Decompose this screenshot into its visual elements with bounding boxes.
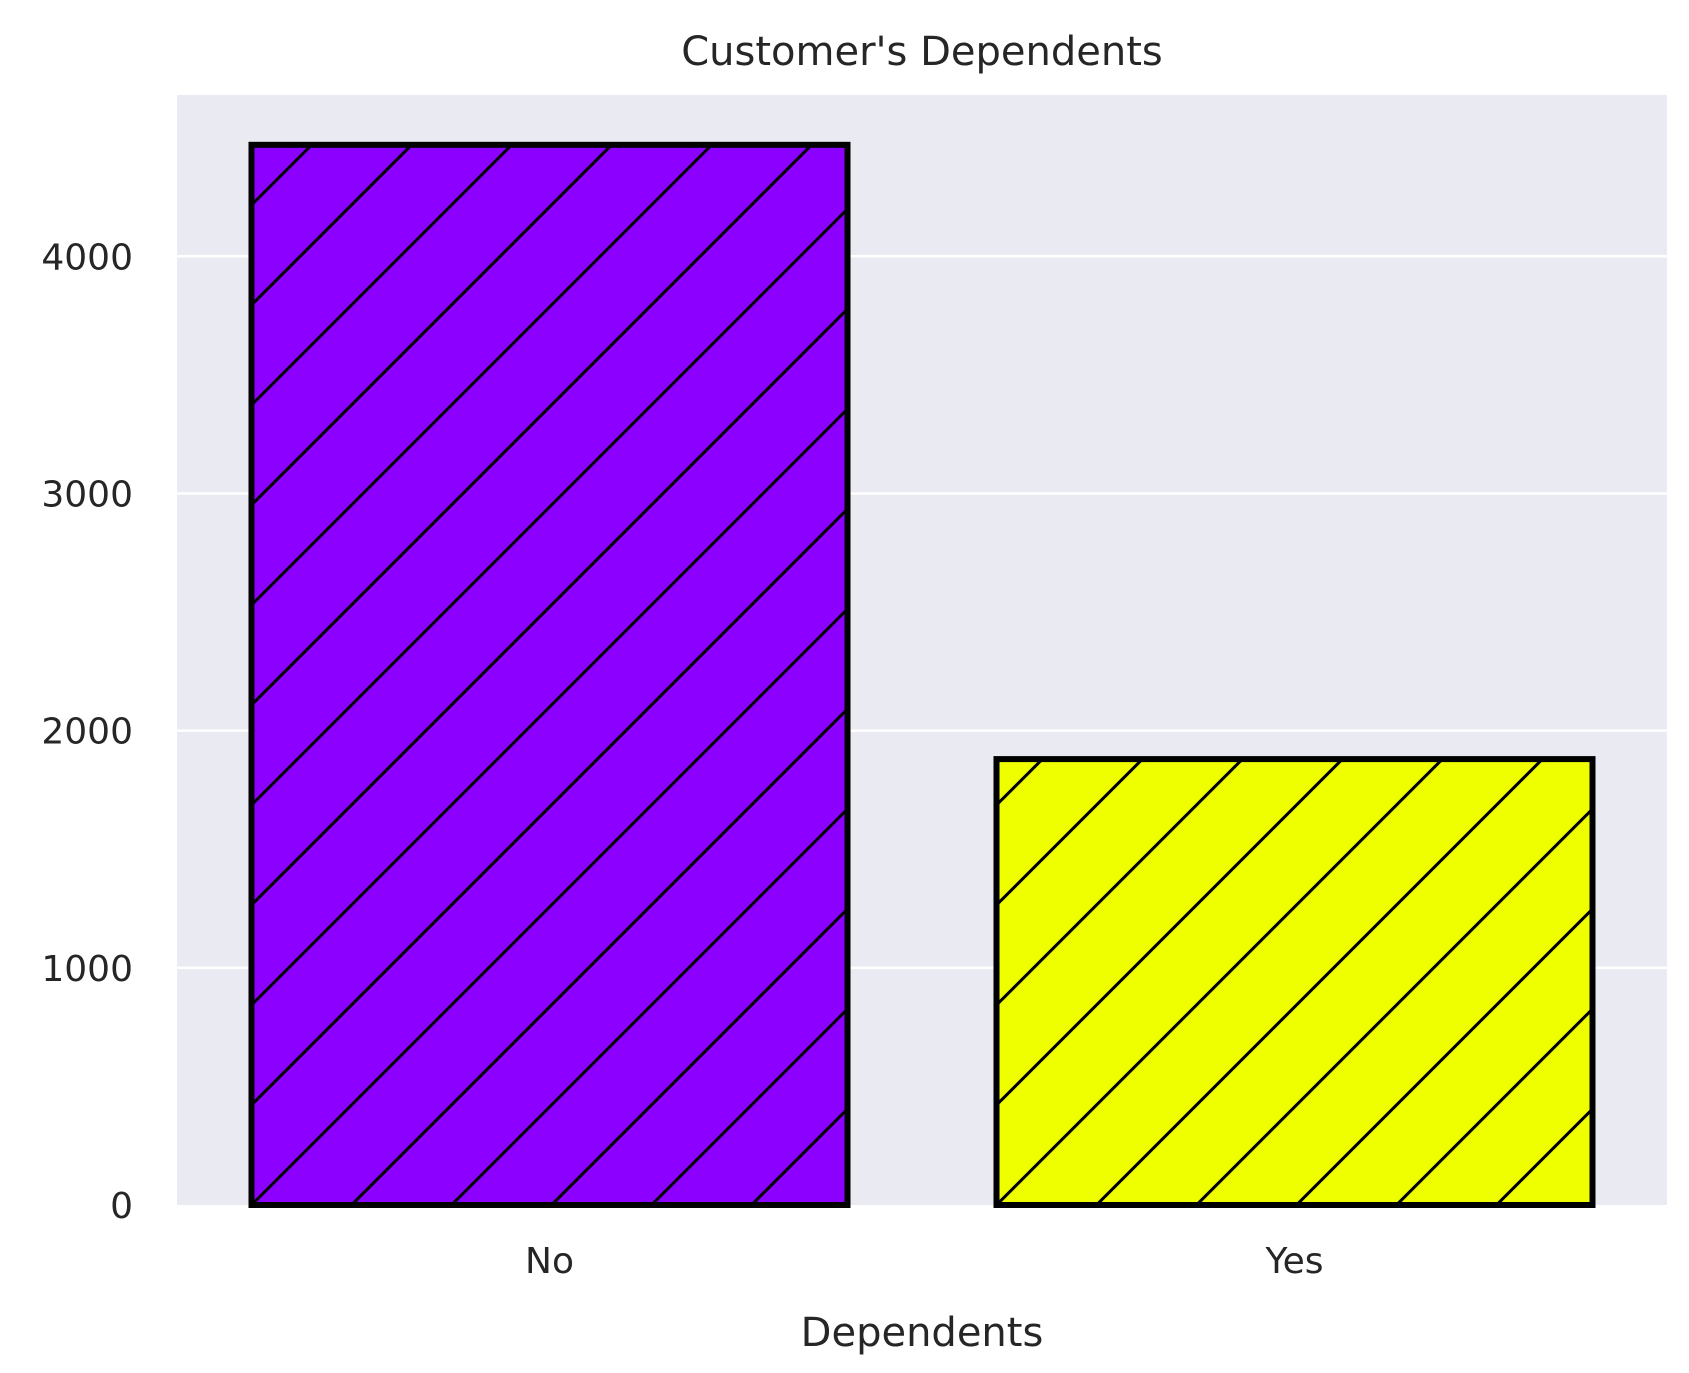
x-tick-labels: No Yes <box>525 1241 1324 1282</box>
y-tick-label: 2000 <box>41 712 133 753</box>
y-tick-label: 4000 <box>41 237 133 278</box>
x-tick-label-yes: Yes <box>1264 1241 1323 1282</box>
bar-yes <box>993 756 1596 1208</box>
x-axis-label: Dependents <box>801 1310 1044 1356</box>
y-tick-label: 0 <box>110 1186 133 1227</box>
y-tick-label: 3000 <box>41 474 133 515</box>
chart-title: Customer's Dependents <box>681 29 1162 75</box>
bars <box>248 141 1596 1208</box>
bar-no <box>248 141 851 1208</box>
y-tick-labels: 0 1000 2000 3000 4000 <box>41 237 133 1227</box>
x-tick-label-no: No <box>525 1241 574 1282</box>
y-tick-label: 1000 <box>41 949 133 990</box>
